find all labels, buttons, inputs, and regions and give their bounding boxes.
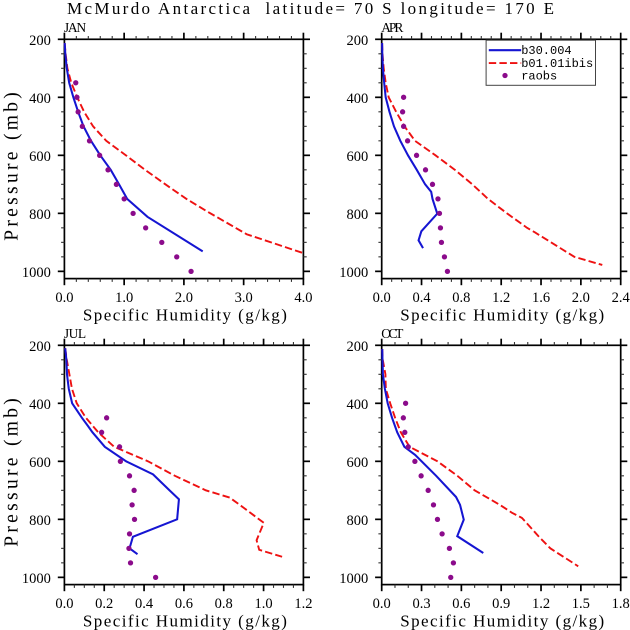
svg-text:200: 200 — [29, 33, 51, 49]
svg-text:1000: 1000 — [339, 265, 368, 281]
svg-text:200: 200 — [346, 33, 368, 49]
svg-text:200: 200 — [29, 339, 51, 355]
svg-text:0.4: 0.4 — [412, 290, 431, 306]
svg-text:0.8: 0.8 — [452, 290, 470, 306]
svg-text:0.0: 0.0 — [373, 290, 391, 306]
svg-text:1.0: 1.0 — [255, 596, 273, 612]
svg-text:600: 600 — [346, 455, 368, 471]
svg-text:0.4: 0.4 — [135, 596, 154, 612]
svg-text:Pressure (mb): Pressure (mb) — [2, 398, 23, 547]
svg-text:OCT: OCT — [381, 326, 404, 341]
svg-text:1000: 1000 — [339, 571, 368, 587]
svg-text:400: 400 — [346, 397, 368, 413]
svg-text:2.0: 2.0 — [175, 290, 193, 306]
svg-text:JAN: JAN — [64, 20, 86, 35]
svg-text:Specific Humidity (g/kg): Specific Humidity (g/kg) — [83, 306, 287, 325]
svg-text:1.0: 1.0 — [115, 290, 133, 306]
svg-text:600: 600 — [346, 149, 368, 165]
svg-text:0.3: 0.3 — [412, 596, 430, 612]
svg-text:200: 200 — [346, 339, 368, 355]
svg-text:1.2: 1.2 — [532, 596, 550, 612]
svg-text:1.2: 1.2 — [492, 290, 510, 306]
svg-text:800: 800 — [346, 207, 368, 223]
svg-text:600: 600 — [29, 149, 51, 165]
svg-text:1.2: 1.2 — [294, 596, 312, 612]
svg-text:0.9: 0.9 — [492, 596, 510, 612]
svg-text:0.0: 0.0 — [373, 596, 391, 612]
svg-text:0.6: 0.6 — [452, 596, 470, 612]
svg-text:Pressure (mb): Pressure (mb) — [2, 92, 23, 241]
svg-text:APR: APR — [381, 20, 403, 35]
svg-text:0.6: 0.6 — [175, 596, 193, 612]
svg-text:b30.004: b30.004 — [521, 44, 571, 58]
svg-text:0.0: 0.0 — [55, 596, 73, 612]
svg-text:800: 800 — [346, 513, 368, 529]
svg-text:JUL: JUL — [64, 326, 86, 341]
svg-text:1000: 1000 — [22, 265, 51, 281]
svg-text:1.5: 1.5 — [572, 596, 590, 612]
svg-text:1.8: 1.8 — [612, 596, 630, 612]
svg-text:400: 400 — [346, 91, 368, 107]
svg-text:2.0: 2.0 — [572, 290, 590, 306]
svg-text:800: 800 — [29, 513, 51, 529]
svg-text:b01.01ibis: b01.01ibis — [521, 57, 593, 71]
svg-text:600: 600 — [29, 455, 51, 471]
svg-text:800: 800 — [29, 207, 51, 223]
svg-text:raobs: raobs — [521, 70, 557, 84]
svg-text:1.6: 1.6 — [532, 290, 550, 306]
svg-text:2.4: 2.4 — [612, 290, 630, 306]
svg-text:0.2: 0.2 — [95, 596, 113, 612]
svg-text:Specific Humidity (g/kg): Specific Humidity (g/kg) — [83, 612, 287, 630]
svg-text:400: 400 — [29, 91, 51, 107]
svg-text:Specific Humidity (g/kg): Specific Humidity (g/kg) — [400, 306, 604, 325]
svg-text:0.8: 0.8 — [215, 596, 233, 612]
svg-text:Specific Humidity (g/kg): Specific Humidity (g/kg) — [400, 612, 604, 630]
svg-text:4.0: 4.0 — [294, 290, 312, 306]
svg-text:3.0: 3.0 — [235, 290, 253, 306]
svg-text:1000: 1000 — [22, 571, 51, 587]
svg-text:0.0: 0.0 — [55, 290, 73, 306]
svg-text:400: 400 — [29, 397, 51, 413]
